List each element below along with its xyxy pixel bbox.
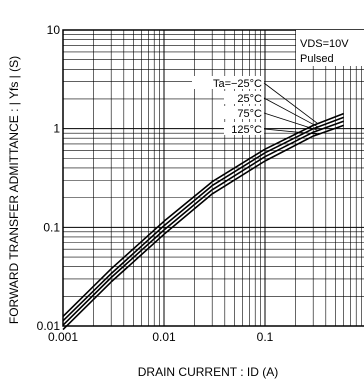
series-label-2: 75°C [237,108,262,120]
series-label-bg [192,76,264,89]
annotation-box [296,30,364,66]
y-tick-label: 10 [47,23,61,37]
series-label-0: Ta=−25°C [213,78,262,90]
leader-line-2 [263,112,318,131]
curves [62,112,344,331]
series-line-2 [62,120,344,326]
series-line-0 [62,112,344,317]
x-tick-label: 0.1 [257,330,274,344]
x-axis-title: DRAIN CURRENT : ID (A) [138,365,278,379]
x-tick-label: 0.001 [48,330,78,344]
pulsed-annotation: Pulsed [300,53,334,65]
series-label-bg [224,91,264,104]
x-tick-label: 0.01 [152,330,176,344]
leader-line-1 [263,97,318,127]
leader-lines [263,82,318,135]
y-tick-label: 1 [53,122,60,136]
leader-line-0 [263,82,318,124]
vds-annotation: VDS=10V [300,38,349,50]
series-label-3: 125°C [231,124,262,136]
series-label-1: 25°C [237,93,262,105]
series-label-bg [224,122,264,135]
series-labels: Ta=−25°C 25°C 75°C 125°C [192,76,264,136]
y-axis-title: FORWARD TRANSFER ADMITTANCE : | Yfs | (S… [7,56,21,324]
y-tick-label: 0.01 [37,319,61,333]
series-line-3 [62,124,344,331]
plot-frame [62,29,364,327]
series-line-1 [62,116,344,322]
leader-line-3 [263,128,318,135]
series-label-bg [224,106,264,119]
y-tick-label: 0.1 [43,220,60,234]
